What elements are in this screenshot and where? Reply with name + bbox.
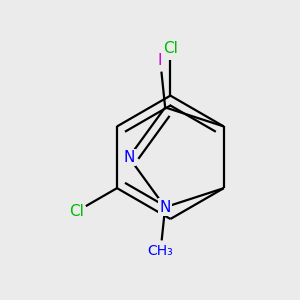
Text: N: N (160, 200, 171, 215)
Text: Cl: Cl (69, 204, 84, 219)
Text: I: I (158, 53, 163, 68)
Text: N: N (123, 150, 135, 165)
Text: Cl: Cl (163, 41, 178, 56)
Text: CH₃: CH₃ (148, 244, 173, 259)
